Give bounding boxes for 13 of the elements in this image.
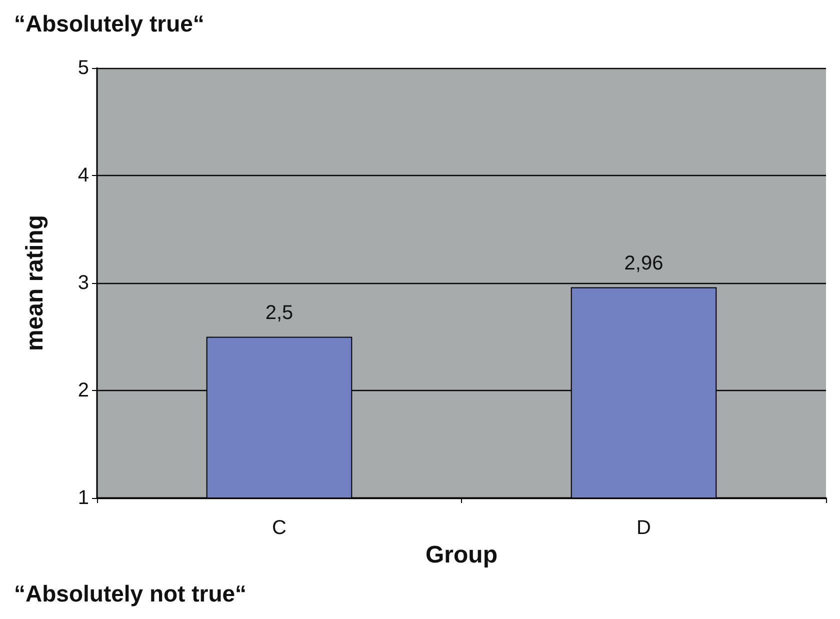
y-tick-label: 1: [78, 487, 89, 509]
text: “Absolutely not true“: [14, 580, 247, 606]
y-tick-label: 2: [78, 380, 89, 402]
y-axis-title: mean rating: [22, 214, 48, 352]
data-label: 2,5: [265, 302, 294, 324]
x-tick-label: D: [636, 517, 651, 539]
data-label: 2,96: [624, 252, 664, 274]
text: “Absolutely true“: [14, 10, 204, 36]
x-axis-title: Group: [426, 541, 498, 568]
y-tick-label: 4: [78, 164, 89, 186]
y-tick-label: 5: [78, 57, 89, 79]
y-tick-label: 3: [78, 272, 89, 294]
x-tick-label: C: [272, 517, 286, 539]
